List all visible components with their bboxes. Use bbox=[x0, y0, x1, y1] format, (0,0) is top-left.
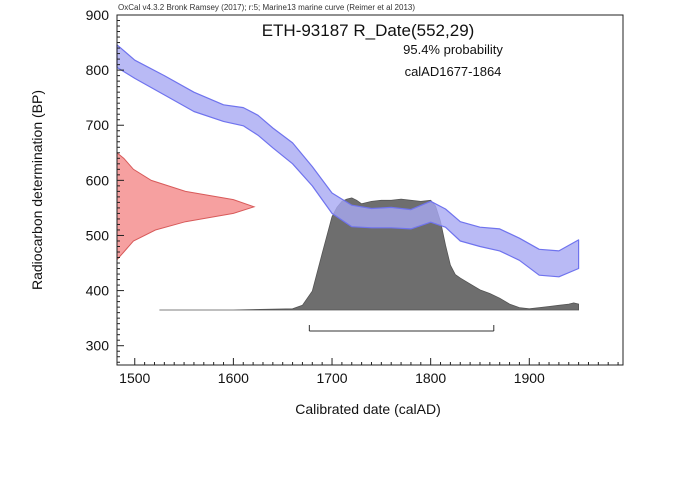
y-tick-label-800: 800 bbox=[86, 62, 110, 78]
y-tick-label-600: 600 bbox=[86, 172, 110, 188]
x-tick-label-1700: 1700 bbox=[316, 370, 347, 386]
plot-frame bbox=[116, 14, 624, 366]
x-tick-label-1800: 1800 bbox=[415, 370, 446, 386]
y-tick-label-500: 500 bbox=[86, 227, 110, 243]
measurement-distribution bbox=[116, 151, 256, 262]
y-tick-label-300: 300 bbox=[86, 338, 110, 354]
x-tick-label-1500: 1500 bbox=[119, 370, 150, 386]
y-tick-label-700: 700 bbox=[86, 117, 110, 133]
software-credit: OxCal v4.3.2 Bronk Ramsey (2017); r:5; M… bbox=[118, 3, 415, 12]
x-axis-label: Calibrated date (calAD) bbox=[295, 401, 441, 417]
x-tick-label-1600: 1600 bbox=[218, 370, 249, 386]
chart-title: ETH-93187 R_Date(552,29) bbox=[262, 21, 475, 40]
y-axis-label: Radiocarbon determination (BP) bbox=[29, 90, 45, 290]
range-text: calAD1677-1864 bbox=[405, 64, 502, 79]
probability-text: 95.4% probability bbox=[403, 42, 503, 57]
calibration-curve-band bbox=[116, 44, 580, 278]
x-tick-label-1900: 1900 bbox=[514, 370, 545, 386]
y-tick-label-400: 400 bbox=[86, 283, 110, 299]
y-tick-label-900: 900 bbox=[86, 7, 110, 23]
